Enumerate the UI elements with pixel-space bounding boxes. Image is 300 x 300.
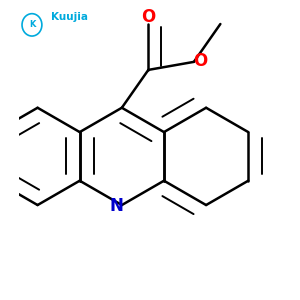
Text: O: O — [193, 52, 207, 70]
Text: K: K — [29, 20, 35, 29]
Text: Kuujia: Kuujia — [51, 12, 88, 22]
Text: O: O — [141, 8, 155, 26]
Text: N: N — [110, 197, 124, 215]
